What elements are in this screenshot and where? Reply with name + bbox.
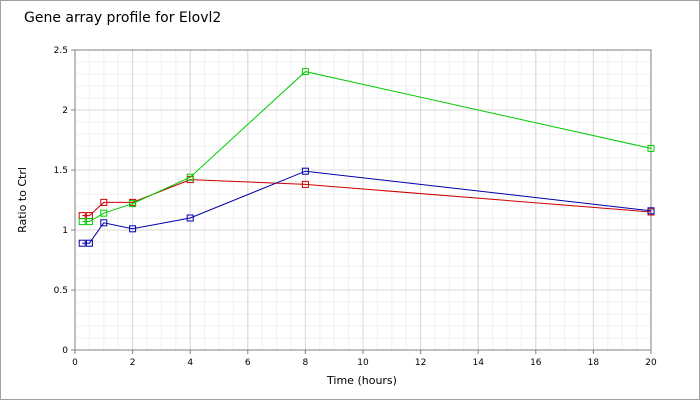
- data-point-marker: [301, 167, 309, 175]
- data-point-marker: [186, 173, 194, 181]
- y-tick-label: 2.5: [54, 46, 68, 56]
- data-point-marker: [647, 144, 655, 152]
- y-tick-label: 0: [62, 346, 68, 356]
- x-axis-label: Time (hours): [326, 374, 397, 387]
- x-tick-label: 12: [415, 358, 426, 368]
- series-1: [78, 68, 655, 226]
- x-axis-ticks: 0 2 4 6 8 10 12 14 16 18 20: [72, 350, 657, 368]
- data-point-marker: [85, 218, 93, 226]
- series-0: [78, 176, 655, 220]
- data-point-marker: [100, 198, 108, 206]
- y-tick-label: 1.5: [54, 166, 68, 176]
- y-tick-label: 0.5: [54, 286, 68, 296]
- x-tick-label: 4: [187, 358, 193, 368]
- data-point-marker: [647, 207, 655, 215]
- series-2: [78, 167, 655, 247]
- data-point-marker: [129, 225, 137, 233]
- data-point-marker: [100, 209, 108, 217]
- x-tick-label: 10: [357, 358, 369, 368]
- series-line: [82, 170, 652, 244]
- x-tick-label: 6: [245, 358, 251, 368]
- x-tick-label: 18: [588, 358, 600, 368]
- data-point-marker: [301, 180, 309, 188]
- y-axis-label: Ratio to Ctrl: [16, 167, 29, 233]
- x-tick-label: 0: [72, 358, 78, 368]
- x-tick-label: 2: [130, 358, 136, 368]
- chart-title: Gene array profile for Elovl2: [24, 10, 222, 26]
- y-axis-ticks: 0 0.5 1 1.5 2 2.5: [54, 46, 75, 356]
- x-tick-label: 8: [303, 358, 309, 368]
- x-tick-label: 16: [530, 358, 542, 368]
- series-line: [82, 71, 652, 223]
- x-tick-label: 14: [472, 358, 484, 368]
- data-point-marker: [186, 214, 194, 222]
- data-point-marker: [85, 239, 93, 247]
- data-point-marker: [129, 200, 137, 208]
- series-layer: [78, 68, 655, 247]
- series-line: [82, 179, 652, 217]
- data-point-marker: [78, 218, 86, 226]
- y-tick-label: 1: [62, 226, 68, 236]
- y-tick-label: 2: [62, 106, 68, 116]
- x-tick-label: 20: [645, 358, 657, 368]
- data-point-marker: [100, 219, 108, 227]
- data-point-marker: [301, 68, 309, 76]
- data-point-marker: [78, 239, 86, 247]
